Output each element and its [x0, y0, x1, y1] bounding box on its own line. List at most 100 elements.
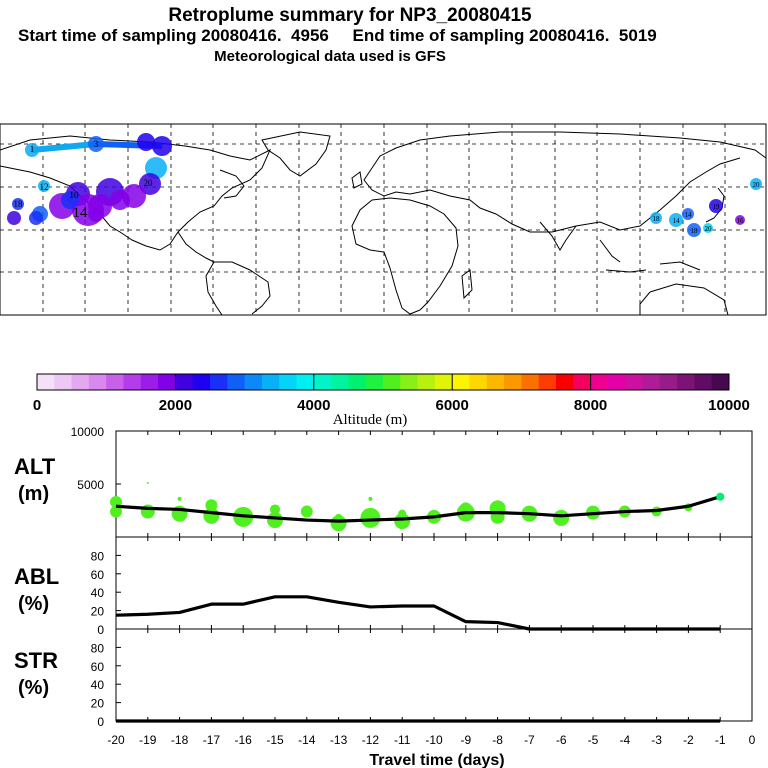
plume-trajectory-segment	[31, 141, 97, 153]
colorbar-swatch	[469, 374, 488, 390]
colorbar-tick-label: 2000	[159, 397, 192, 414]
str-y-tick-label: 20	[91, 697, 105, 711]
plume-circle	[88, 206, 104, 222]
str-panel-unit: (%)	[18, 677, 49, 699]
x-tick-label: -11	[394, 733, 411, 747]
world-map: 1 3 10 12 14 18 20 18 14 20 18 19 14 16 20	[0, 123, 767, 316]
x-tick-label: -10	[425, 733, 443, 747]
alt-scatter-point	[177, 496, 182, 501]
plume-label: 12	[40, 182, 49, 192]
plume-circle	[38, 180, 50, 192]
alt-series-endpoint	[716, 492, 725, 501]
x-tick-label: -15	[266, 733, 284, 747]
abl-y-tick-label: 20	[91, 605, 105, 619]
plume-label: 20	[753, 181, 761, 189]
colorbar-swatch	[556, 374, 574, 390]
colorbar-swatch	[677, 374, 695, 390]
plume-label: 18	[653, 215, 661, 223]
x-tick-label: -19	[139, 733, 157, 747]
colorbar-tick-label: 6000	[436, 397, 469, 414]
alt-scatter-point	[360, 507, 381, 528]
colorbar-swatch	[140, 374, 159, 390]
page-title: Retroplume summary for NP3_20080415	[168, 5, 532, 26]
colorbar-swatch	[348, 374, 367, 390]
colorbar-swatch	[434, 374, 453, 390]
str-y-tick-label: 60	[91, 660, 105, 674]
colorbar-swatch	[504, 374, 522, 390]
alt-scatter-point	[146, 481, 149, 484]
plume-label: 10	[70, 190, 80, 200]
alt-scatter-point	[300, 505, 313, 518]
alt-scatter-point	[398, 509, 407, 518]
x-tick-label: -12	[362, 733, 380, 747]
x-tick-label: -8	[492, 733, 503, 747]
alt-scatter-point	[205, 499, 218, 512]
colorbar-swatch	[625, 374, 643, 390]
colorbar-swatch	[365, 374, 384, 390]
str-panel-name: STR	[14, 648, 58, 673]
plume-circle	[139, 173, 161, 195]
plume-label: 16	[737, 217, 745, 225]
colorbar-frame	[36, 373, 730, 391]
colorbar-swatch	[71, 374, 90, 390]
colorbar-tick-label: 0	[33, 397, 41, 414]
colorbar-swatch	[175, 374, 194, 390]
abl-panel-frame	[115, 536, 753, 630]
colorbar-swatch	[123, 374, 142, 390]
plume-label: 14	[685, 211, 693, 219]
abl-y-tick-label: 80	[91, 549, 105, 563]
x-tick-label: -16	[235, 733, 253, 747]
colorbar-swatch	[400, 374, 419, 390]
colorbar-swatch	[607, 374, 626, 390]
colorbar-tick-labels: 0 2000 4000 6000 8000 10000	[33, 397, 750, 414]
colorbar-swatch	[279, 374, 297, 390]
str-panel-frame	[115, 628, 753, 722]
x-tick-label: -9	[460, 733, 471, 747]
alt-scatter-point	[270, 504, 280, 515]
x-axis-title: Travel time (days)	[369, 752, 504, 768]
map-frame	[0, 123, 767, 316]
colorbar-tick-label: 4000	[297, 397, 330, 414]
abl-panel-name: ABL	[14, 564, 59, 589]
coastlines	[0, 131, 767, 316]
plume-circle	[750, 178, 762, 190]
colorbar-swatch	[590, 374, 609, 390]
plume-circle	[29, 211, 43, 225]
abl-series-line	[115, 595, 721, 631]
plume-circle	[709, 199, 723, 213]
abl-panel-unit: (%)	[18, 593, 49, 615]
x-tick-label: -20	[107, 733, 125, 747]
colorbar-swatch	[521, 374, 540, 390]
time-series-panels: ALT (m) ABL (%) STR (%) Travel time (day…	[14, 425, 756, 768]
alt-scatter-point	[394, 513, 411, 530]
colorbar-swatch	[192, 374, 211, 390]
colorbar-swatch	[37, 374, 55, 390]
x-tick-label: -2	[683, 733, 694, 747]
x-tick-label: -5	[588, 733, 599, 747]
plume-circle	[650, 212, 662, 224]
plume-label: 18	[691, 227, 699, 235]
colorbar-swatch	[642, 374, 661, 390]
alt-scatter-point	[330, 515, 347, 532]
x-tick-label: -7	[524, 733, 535, 747]
plume-label: 3	[94, 139, 99, 149]
colorbar-swatch	[659, 374, 678, 390]
alt-panel-name: ALT	[14, 454, 56, 479]
sampling-time-line: Start time of sampling 20080416. 4956 En…	[18, 26, 657, 45]
colorbar-swatch	[158, 374, 176, 390]
plume-circle	[152, 136, 172, 156]
abl-y-tick-label: 60	[91, 568, 105, 582]
plume-label: 18	[14, 199, 24, 209]
colorbar-tick-label: 8000	[574, 397, 607, 414]
plume-label: 19	[713, 203, 721, 211]
colorbar-swatch	[452, 374, 470, 390]
x-tick-label: -3	[651, 733, 662, 747]
plume-circle	[7, 211, 21, 225]
colorbar-label: Altitude (m)	[333, 412, 408, 428]
colorbar-swatch	[573, 374, 592, 390]
altitude-colorbar	[36, 373, 730, 391]
plume-label: 20	[705, 225, 713, 233]
abl-y-tick-label: 0	[97, 623, 104, 637]
colorbar-swatch	[383, 374, 401, 390]
